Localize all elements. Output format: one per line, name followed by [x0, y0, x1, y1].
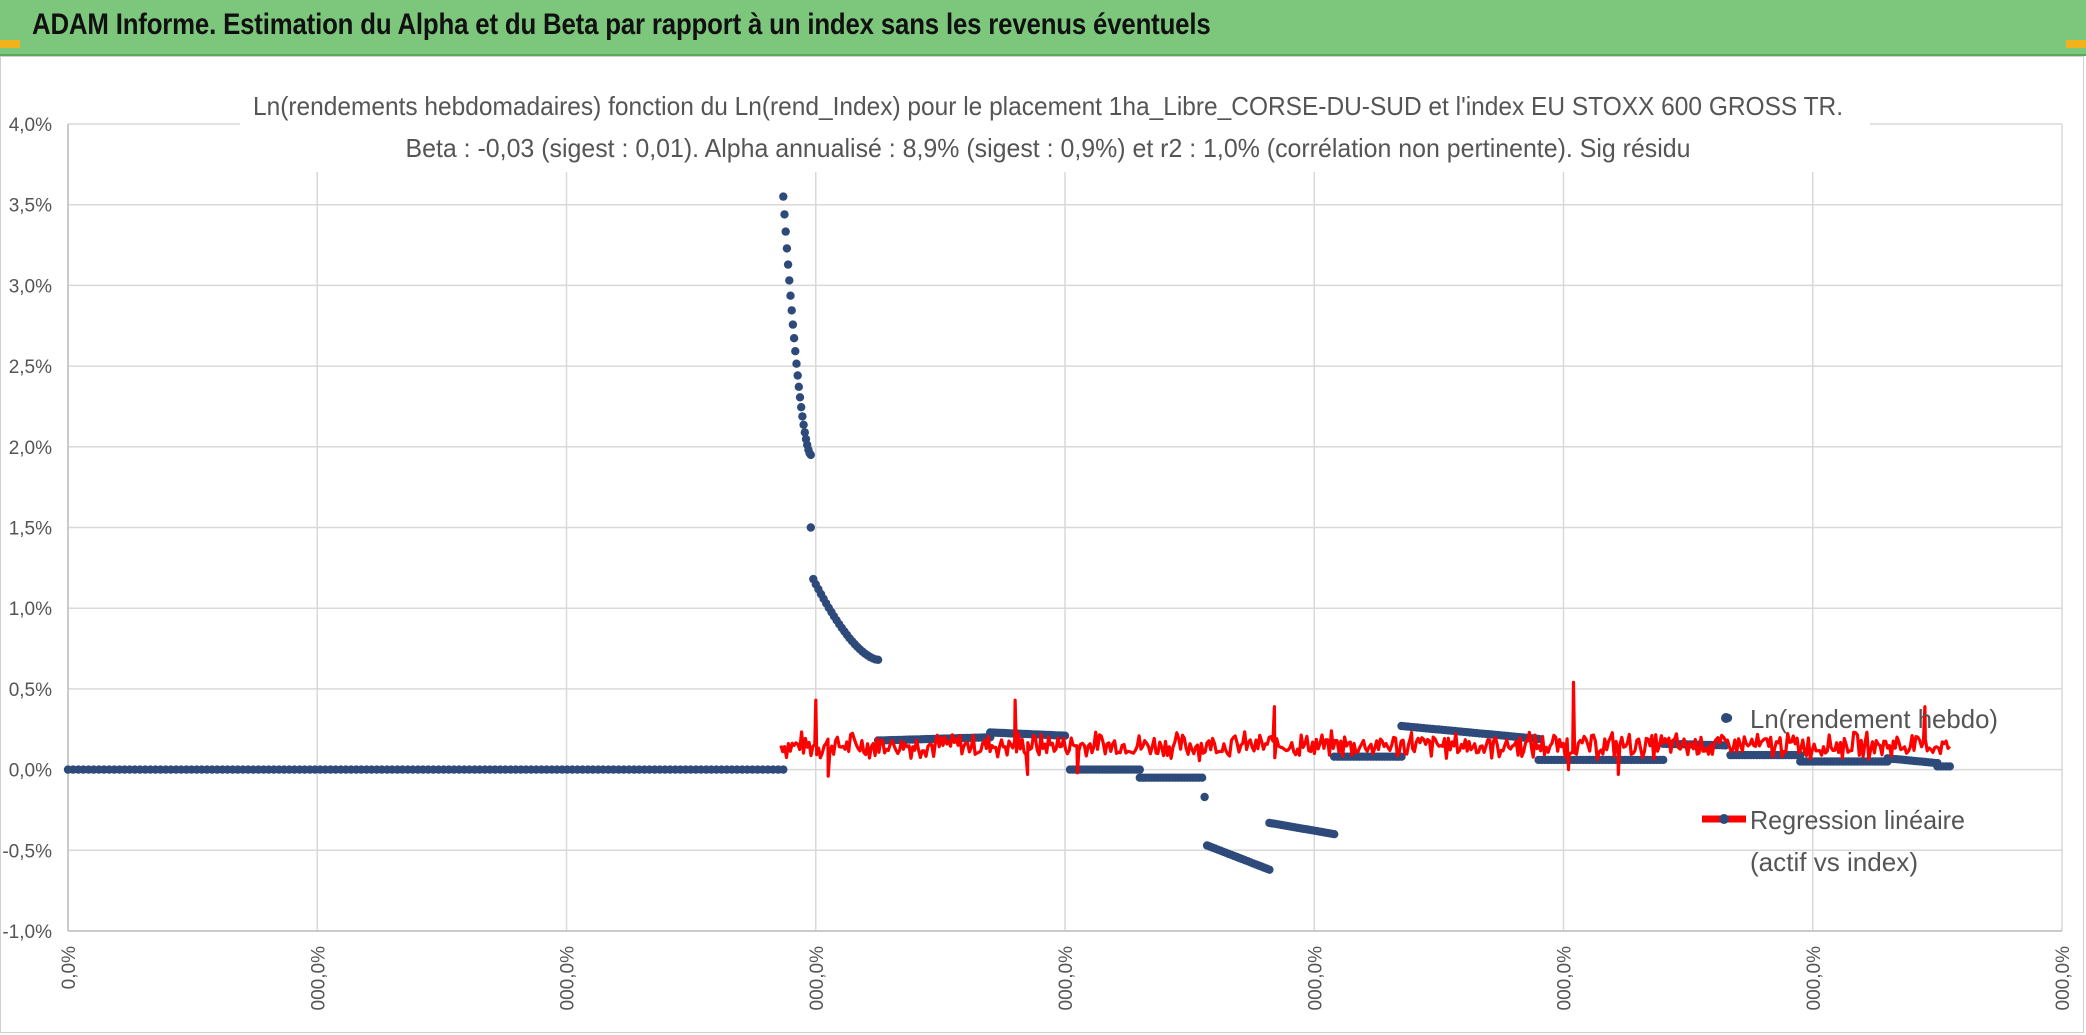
regression-line: [779, 680, 1951, 778]
scatter-point: [1197, 773, 1207, 782]
scatter-point: [792, 359, 801, 368]
scatter-point: [779, 765, 788, 774]
legend-scatter-marker: [1721, 713, 1731, 723]
scatter-point: [789, 334, 799, 343]
scatter-point: [806, 523, 815, 532]
scatter-point: [798, 412, 807, 421]
legend: Ln(rendement hebdo) Regression linéaire …: [1702, 704, 1998, 877]
scatter-point: [783, 260, 793, 269]
scatter-point: [1265, 865, 1274, 874]
title-background: [240, 84, 1870, 172]
scatter-point: [786, 291, 795, 300]
regression-series: [779, 680, 1951, 778]
grid-lines: [67, 123, 2063, 932]
scatter-point: [795, 393, 805, 402]
header-banner: ADAM Informe. Estimation du Alpha et du …: [0, 0, 2086, 56]
x-tick-label: 0,0%: [59, 946, 80, 989]
y-tick-label: 3,0%: [9, 276, 52, 297]
x-tick-label: 000,0%: [558, 946, 579, 1011]
scatter-point: [785, 276, 794, 285]
x-tick-label: 000,0%: [807, 946, 828, 1011]
y-tick-label: 4,0%: [9, 115, 52, 136]
scatter-point: [1945, 762, 1955, 771]
legend-regression-label-1: Regression linéaire: [1750, 805, 1965, 835]
legend-regression-label-2: (actif vs index): [1750, 847, 1918, 877]
scatter-series: [63, 192, 1955, 874]
scatter-point: [794, 382, 803, 391]
y-tick-label: 3,5%: [9, 196, 52, 217]
chart-title-line-2: Beta : -0,03 (sigest : 0,01). Alpha annu…: [406, 133, 1691, 163]
scatter-point: [806, 450, 815, 460]
x-tick-label: 000,0%: [2053, 946, 2074, 1011]
x-tick-label: 000,0%: [1555, 946, 1576, 1011]
scatter-point: [782, 244, 792, 253]
scatter-point: [1200, 792, 1209, 802]
y-tick-label: 1,0%: [9, 599, 52, 620]
scatter-point: [1659, 755, 1668, 765]
chart-frame: [0, 56, 2084, 1033]
scatter-point: [780, 210, 789, 219]
x-tick-label: 000,0%: [308, 946, 329, 1011]
axes: -1,0% -0,5% 0,0% 0,5% 1,0% 1,5% 2,0% 2,5% 3,0% 3,…: [2, 115, 2074, 1010]
chart-title-line-1: Ln(rendements hebdomadaires) fonction du…: [253, 91, 1843, 121]
legend-regression-marker: [1719, 814, 1729, 824]
y-tick-label: 2,0%: [9, 438, 52, 459]
scatter-point: [791, 347, 800, 356]
scatter-point: [1330, 830, 1339, 839]
scatter-point: [788, 320, 798, 329]
corner-marker-right: [2066, 40, 2086, 48]
y-tick-label: -1,0%: [2, 922, 52, 943]
y-tick-label: 0,5%: [9, 680, 52, 701]
y-tick-label: -0,5%: [2, 841, 52, 862]
legend-scatter-label: Ln(rendement hebdo): [1750, 704, 1998, 734]
scatter-point: [797, 403, 806, 412]
scatter-point: [787, 306, 796, 315]
x-tick-label: 000,0%: [1305, 946, 1326, 1011]
y-tick-label: 2,5%: [9, 357, 52, 378]
scatter-point: [799, 420, 808, 429]
scatter-point: [873, 655, 883, 664]
x-tick-label: 000,0%: [1056, 946, 1077, 1011]
scatter-point: [793, 371, 802, 380]
scatter-point: [781, 227, 790, 236]
scatter-point: [800, 428, 809, 437]
scatter-point: [779, 192, 788, 201]
scatter-point: [1135, 765, 1145, 774]
y-tick-label: 1,5%: [9, 519, 52, 540]
report-title: ADAM Informe. Estimation du Alpha et du …: [32, 8, 1211, 41]
y-tick-label: 0,0%: [9, 761, 52, 782]
x-tick-label: 000,0%: [1804, 946, 1825, 1011]
corner-marker-left: [0, 40, 20, 48]
